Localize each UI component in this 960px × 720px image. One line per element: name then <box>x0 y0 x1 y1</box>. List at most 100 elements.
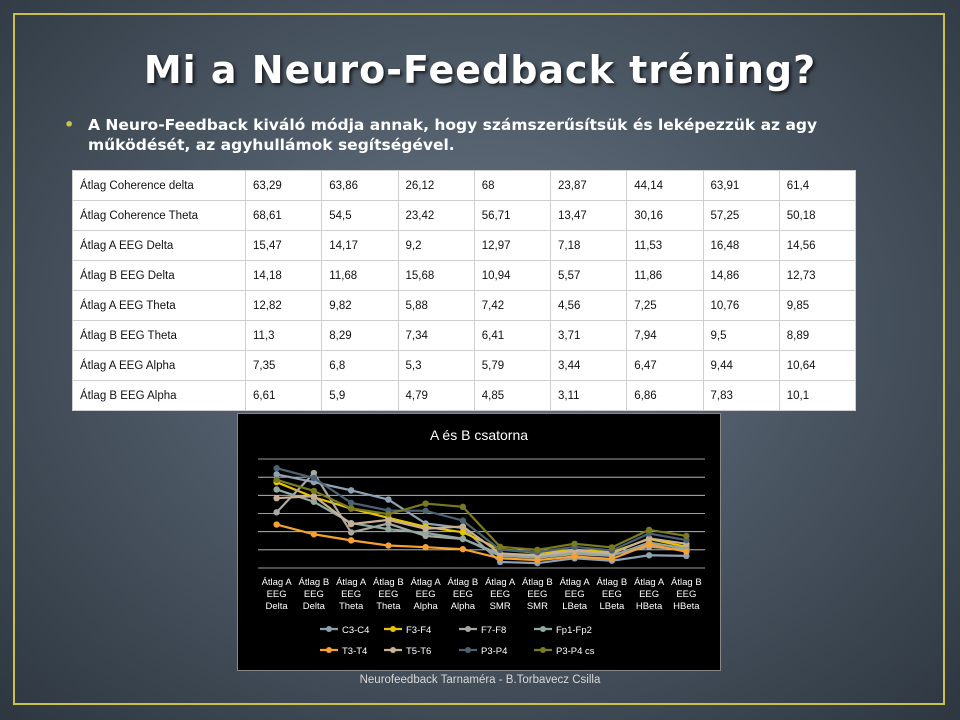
legend-marker <box>540 626 546 632</box>
table-cell: 7,18 <box>549 230 628 261</box>
category-label: SMR <box>490 601 511 612</box>
legend-label: T5-T6 <box>406 646 431 657</box>
data-point <box>273 476 280 484</box>
legend-label: Fp1-Fp2 <box>556 625 592 636</box>
category-label: Átlag A <box>336 577 367 588</box>
table-cell: 14,17 <box>321 230 399 261</box>
slide-frame <box>13 13 945 705</box>
category-label: Alpha <box>451 601 476 612</box>
table-cell: 9,85 <box>778 290 857 321</box>
legend-label: F7-F8 <box>481 625 506 636</box>
legend-marker <box>390 647 396 653</box>
table-cell: 4,85 <box>473 380 552 411</box>
table-cell: 15,68 <box>397 260 475 291</box>
category-label: EEG <box>490 589 510 600</box>
data-point <box>385 510 392 518</box>
legend-label: T3-T4 <box>342 646 367 657</box>
legend-marker <box>465 647 471 653</box>
category-label: LBeta <box>562 601 588 612</box>
category-label: HBeta <box>673 601 700 612</box>
series-line-t3-t4 <box>276 523 687 562</box>
table-row: Átlag B EEG Alpha 6,61 5,9 4,79 4,85 3,11 6,86… <box>72 380 857 411</box>
table-cell: 5,57 <box>549 260 628 291</box>
table-cell: 11,53 <box>626 230 704 261</box>
data-point <box>310 469 318 477</box>
table-cell: 11,68 <box>321 260 399 291</box>
data-point <box>571 553 578 560</box>
data-point <box>385 525 392 533</box>
category-label: Átlag B <box>597 577 628 588</box>
legend-marker <box>326 647 332 653</box>
category-label: EEG <box>639 589 659 600</box>
data-point <box>534 546 541 554</box>
row-label: Átlag A EEG Delta <box>72 230 246 261</box>
bullet-point: • A Neuro-Feedback kiváló módja annak, h… <box>64 115 884 155</box>
series-line-p3-p4-cs <box>276 478 687 551</box>
data-point <box>571 540 578 547</box>
category-label: EEG <box>416 589 436 600</box>
table-row: Átlag A EEG Alpha 7,35 6,8 5,3 5,79 3,44 6,47 9… <box>72 350 857 381</box>
table-cell: 7,34 <box>397 320 475 351</box>
data-point <box>683 532 690 540</box>
table-cell: 7,42 <box>473 290 552 321</box>
data-point <box>273 509 280 516</box>
category-label: Delta <box>266 601 289 612</box>
category-label: Theta <box>339 601 364 612</box>
category-label: HBeta <box>636 601 663 612</box>
data-point <box>608 544 616 551</box>
data-point <box>385 542 392 549</box>
data-point <box>496 543 504 551</box>
data-point <box>459 517 467 524</box>
table-cell: 16,48 <box>702 230 780 261</box>
line-chart: A és B csatorna Átlag A EEG Delta Átlag B EEG… <box>237 413 721 671</box>
table-cell: 68 <box>473 170 552 201</box>
table-cell: 7,25 <box>626 290 704 321</box>
category-label: Átlag B <box>299 577 330 588</box>
slide-footer: Neurofeedback Tarnaméra - B.Torbavecz Cs… <box>359 674 601 686</box>
table-cell: 30,16 <box>626 200 704 231</box>
category-label: SMR <box>527 601 548 612</box>
table-cell: 9,82 <box>321 290 399 321</box>
row-label: Átlag B EEG Theta <box>72 320 246 351</box>
table-cell: 9,2 <box>397 230 475 261</box>
data-point <box>310 498 318 505</box>
table-cell: 3,11 <box>549 380 628 411</box>
table-row: Átlag A EEG Delta 15,47 14,17 9,2 12,97 7,18 1… <box>72 230 857 261</box>
data-point <box>347 520 355 528</box>
series-line-c3-c4 <box>276 473 687 565</box>
data-point <box>273 494 280 502</box>
table-cell: 14,56 <box>778 230 857 261</box>
table-cell: 10,64 <box>778 350 857 381</box>
data-point <box>385 496 392 503</box>
category-label: EEG <box>453 589 473 600</box>
category-label: Átlag B <box>373 577 404 588</box>
series-line-t5-t6 <box>276 495 687 557</box>
category-label: EEG <box>378 589 398 600</box>
legend-marker <box>540 647 546 653</box>
row-label: Átlag A EEG Theta <box>72 290 246 321</box>
data-point <box>608 555 616 563</box>
data-point <box>347 487 355 494</box>
category-label: EEG <box>304 589 324 600</box>
table-cell: 6,41 <box>473 320 552 351</box>
data-point <box>347 499 355 507</box>
slide-title: Mi a Neuro-Feedback tréning? <box>143 48 817 92</box>
category-label: EEG <box>565 589 585 600</box>
category-label: Átlag B <box>448 577 479 588</box>
table-cell: 44,14 <box>626 170 704 201</box>
data-point <box>645 552 653 559</box>
data-point <box>683 548 690 555</box>
data-point <box>459 535 467 542</box>
table-cell: 23,42 <box>397 200 475 231</box>
table-row: Átlag B EEG Delta 14,18 11,68 15,68 10,94 5,5… <box>72 260 857 291</box>
table-cell: 15,47 <box>244 230 323 261</box>
data-point <box>310 474 318 482</box>
row-label: Átlag A EEG Alpha <box>72 350 246 381</box>
table-cell: 63,91 <box>702 170 780 201</box>
table-cell: 54,5 <box>321 200 399 231</box>
table-cell: 10,1 <box>778 380 857 411</box>
table-row: Átlag A EEG Theta 12,82 9,82 5,88 7,42 4,56 7,… <box>72 290 857 321</box>
legend-marker <box>390 626 396 632</box>
table-cell: 23,87 <box>549 170 628 201</box>
table-cell: 12,97 <box>473 230 552 261</box>
